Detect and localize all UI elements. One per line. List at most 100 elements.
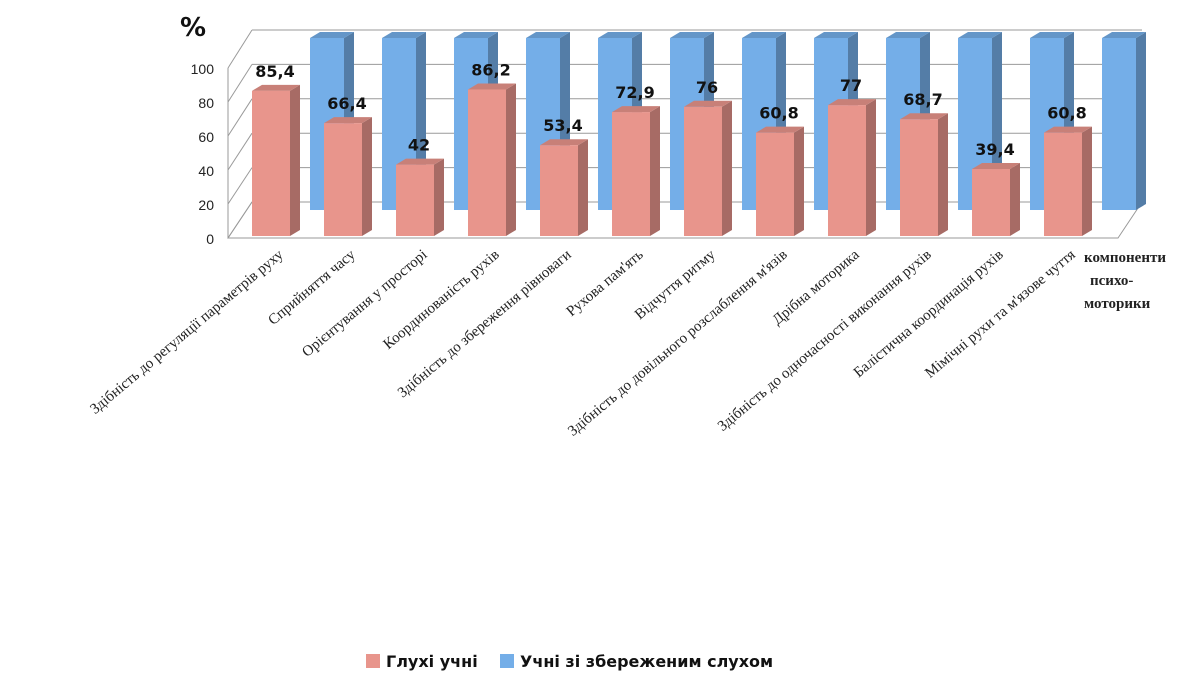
x-tick-label-0: Здібність до регуляції параметрів руху [87, 246, 287, 417]
bar-deaf-9-face [900, 119, 938, 236]
y-tick-label-0: 0 [206, 231, 214, 247]
bar-hearing-9-top [958, 32, 1002, 38]
bar-deaf-8-face [828, 105, 866, 236]
bar-hearing-4-top [598, 32, 642, 38]
x-tick-label-10: Балістична координація рухів [851, 247, 1007, 381]
bar-deaf-5-face [612, 112, 650, 236]
bar-deaf-6-side [722, 100, 732, 236]
x-tick-label-3: Координованість рухів [381, 247, 503, 353]
data-label-deaf-7: 60,8 [759, 104, 798, 123]
bar-deaf-7 [756, 126, 804, 236]
bar-hearing-11-face [1102, 38, 1136, 210]
series-deaf-bars [252, 83, 1092, 237]
legend-label-hearing: Учні зі збереженим слухом [520, 652, 773, 671]
data-label-deaf-3: 86,2 [471, 60, 510, 79]
bar-hearing-11-top [1102, 32, 1146, 38]
bar-deaf-0 [252, 84, 300, 236]
bar-deaf-11-face [1044, 132, 1082, 236]
bar-hearing-6-top [742, 32, 786, 38]
bar-deaf-11-top [1044, 126, 1092, 133]
bar-deaf-5-side [650, 106, 660, 236]
legend-label-deaf: Глухі учні [386, 652, 478, 671]
bar-deaf-8-top [828, 99, 876, 106]
x-axis-title-line-1: компоненти [1084, 250, 1166, 266]
bar-hearing-5-top [670, 32, 714, 38]
bar-deaf-0-top [252, 84, 300, 91]
x-tick-labels: Здібність до регуляції параметрів рухуСп… [87, 246, 1078, 439]
y-axis-title: % [180, 13, 206, 43]
bar-deaf-4 [540, 139, 588, 236]
x-axis-title-line-2: психо- [1090, 273, 1133, 289]
bar-deaf-1 [324, 117, 372, 236]
bar-deaf-9-side [938, 113, 948, 236]
bar-deaf-2-side [434, 158, 444, 236]
bar-deaf-10-face [972, 169, 1010, 236]
bar-deaf-6 [684, 100, 732, 236]
y-tick-label-5: 100 [191, 61, 215, 77]
bar-hearing-10-top [1030, 32, 1074, 38]
y-tick-label-3: 60 [198, 129, 214, 145]
bar-hearing-11-side [1136, 32, 1146, 210]
bar-deaf-4-side [578, 139, 588, 236]
data-label-deaf-10: 39,4 [975, 140, 1014, 159]
bar-deaf-3-face [468, 89, 506, 237]
x-tick-label-2: Орієнтування у просторі [299, 247, 430, 361]
data-label-deaf-8: 77 [840, 76, 862, 95]
y-tick-labels: 0 20 40 60 80 100 [191, 61, 215, 247]
bar-deaf-2 [396, 158, 444, 236]
bar-deaf-2-top [396, 158, 444, 165]
bar-deaf-1-top [324, 117, 372, 124]
bar-hearing-7-top [814, 32, 858, 38]
bar-deaf-9-top [900, 113, 948, 120]
bar-deaf-3-side [506, 83, 516, 237]
bar-hearing-3-top [526, 32, 570, 38]
bar-deaf-8 [828, 99, 876, 236]
gridline-side-0 [227, 201, 253, 239]
data-label-deaf-1: 66,4 [327, 94, 366, 113]
bar-deaf-5 [612, 106, 660, 236]
data-label-deaf-9: 68,7 [903, 90, 942, 109]
bar-deaf-3-top [468, 83, 516, 90]
bar-hearing-0-top [310, 32, 354, 38]
x-axis-title-line-3: моторики [1084, 296, 1151, 312]
gridline-side-4 [227, 64, 253, 103]
gridline-side-3 [227, 98, 253, 137]
y-tick-label-2: 40 [198, 163, 214, 179]
gridline-side-2 [227, 132, 253, 171]
bar-deaf-7-face [756, 132, 794, 236]
bar-deaf-6-top [684, 100, 732, 107]
data-labels: 85,4 66,4 42 86,2 53,4 72,9 76 60,8 77 68,7 39,4 60… [255, 60, 1086, 159]
bar-deaf-1-face [324, 123, 362, 236]
bar-deaf-2-face [396, 164, 434, 236]
bar-deaf-1-side [362, 117, 372, 236]
bar-deaf-7-side [794, 126, 804, 236]
bar-deaf-0-side [290, 84, 300, 236]
bar-deaf-11-side [1082, 126, 1092, 236]
bar-deaf-11 [1044, 126, 1092, 236]
gridline-side-5 [227, 29, 253, 69]
gridline-side-1 [227, 167, 253, 205]
legend-swatch-deaf [366, 654, 380, 668]
data-label-deaf-11: 60,8 [1047, 104, 1086, 123]
data-label-deaf-4: 53,4 [543, 116, 582, 135]
data-label-deaf-2: 42 [408, 136, 430, 155]
bar-deaf-4-top [540, 139, 588, 146]
legend-swatch-hearing [500, 654, 514, 668]
bar-deaf-4-face [540, 145, 578, 236]
bar-hearing-2-top [454, 32, 498, 38]
bar-deaf-9 [900, 113, 948, 236]
bar-deaf-10-top [972, 163, 1020, 170]
bar-deaf-6-face [684, 106, 722, 236]
bar-deaf-3 [468, 83, 516, 237]
bar-hearing-11 [1102, 32, 1146, 210]
data-label-deaf-0: 85,4 [255, 62, 294, 81]
bar-deaf-10-side [1010, 163, 1020, 236]
bar-deaf-0-face [252, 90, 290, 236]
bar-hearing-8-top [886, 32, 930, 38]
y-tick-label-1: 20 [198, 197, 214, 213]
bar-deaf-10 [972, 163, 1020, 236]
data-label-deaf-6: 76 [696, 78, 718, 97]
bar-hearing-1-top [382, 32, 426, 38]
bar-deaf-8-side [866, 99, 876, 236]
